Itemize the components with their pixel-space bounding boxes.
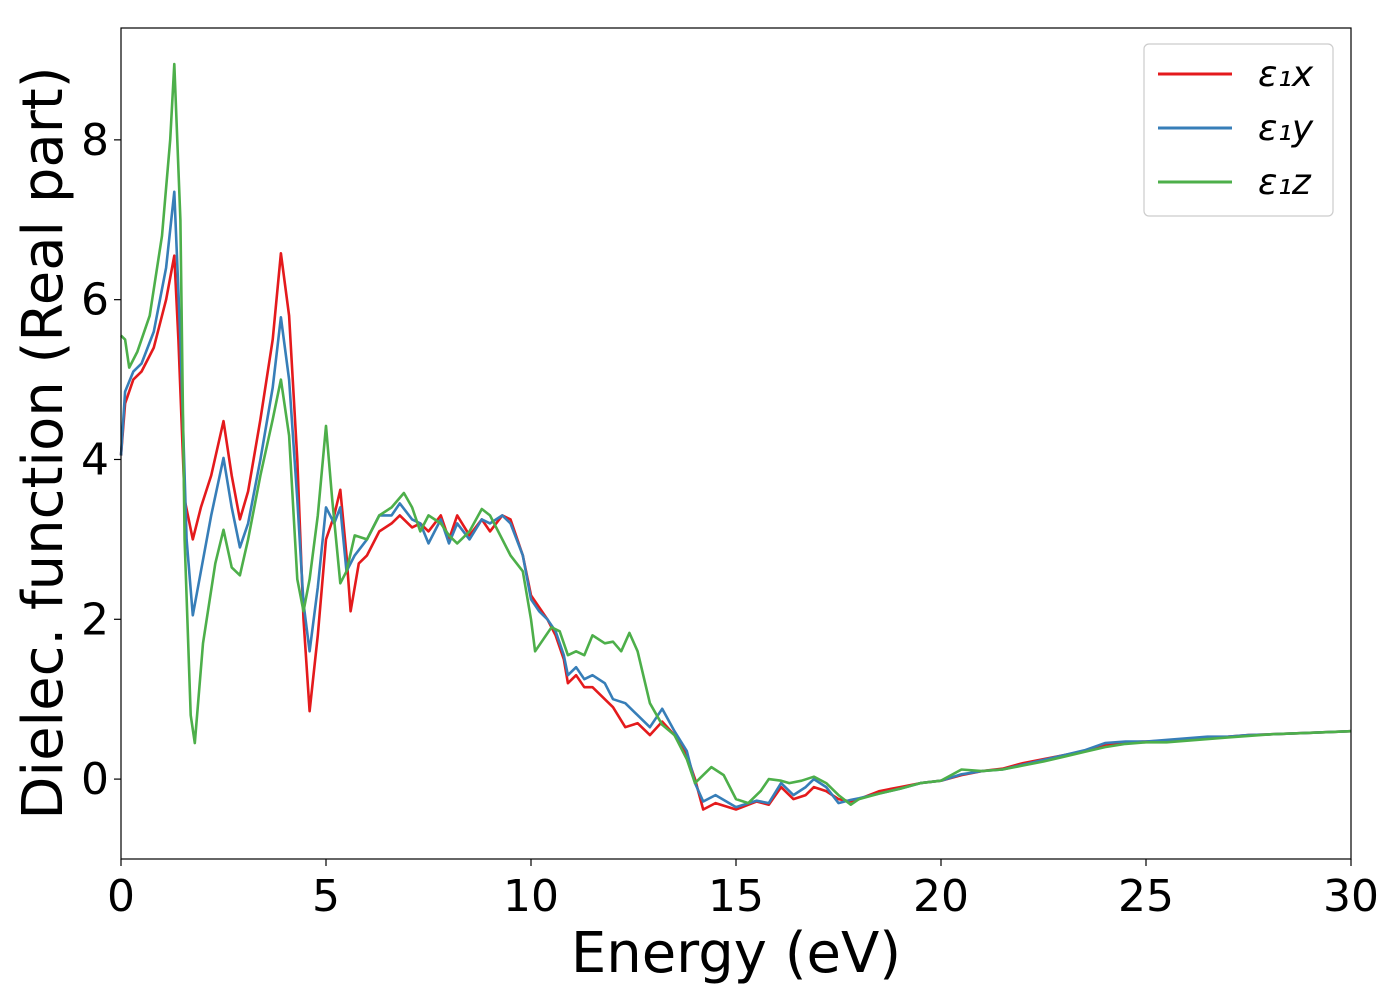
legend-label-x: ε₁x (1258, 54, 1314, 95)
y-tick-label: 8 (81, 115, 109, 166)
legend: ε₁x ε₁y ε₁z (1143, 43, 1334, 217)
series-line-1 (119, 190, 1352, 809)
x-axis-ticks: 0 5 10 15 20 25 30 (107, 859, 1379, 922)
y-axis-ticks: 0 2 4 6 8 (81, 115, 121, 805)
legend-box (1143, 43, 1334, 217)
x-tick-label: 25 (1118, 871, 1174, 922)
series-line-0 (119, 252, 1352, 811)
y-axis-label: Dielec. function (Real part) (11, 66, 76, 819)
x-axis-label: Energy (eV) (571, 921, 901, 986)
series-lines (119, 62, 1352, 811)
y-tick-label: 2 (81, 594, 109, 645)
legend-label-z: ε₁z (1258, 162, 1312, 203)
x-tick-label: 20 (913, 871, 969, 922)
y-tick-label: 0 (81, 754, 109, 805)
x-tick-label: 10 (503, 871, 559, 922)
x-tick-label: 30 (1323, 871, 1379, 922)
x-tick-label: 5 (312, 871, 340, 922)
y-tick-label: 4 (81, 434, 109, 485)
x-tick-label: 0 (107, 871, 135, 922)
x-tick-label: 15 (708, 871, 764, 922)
legend-label-y: ε₁y (1258, 108, 1314, 149)
y-tick-label: 6 (81, 275, 109, 326)
series-line-2 (120, 62, 1352, 807)
